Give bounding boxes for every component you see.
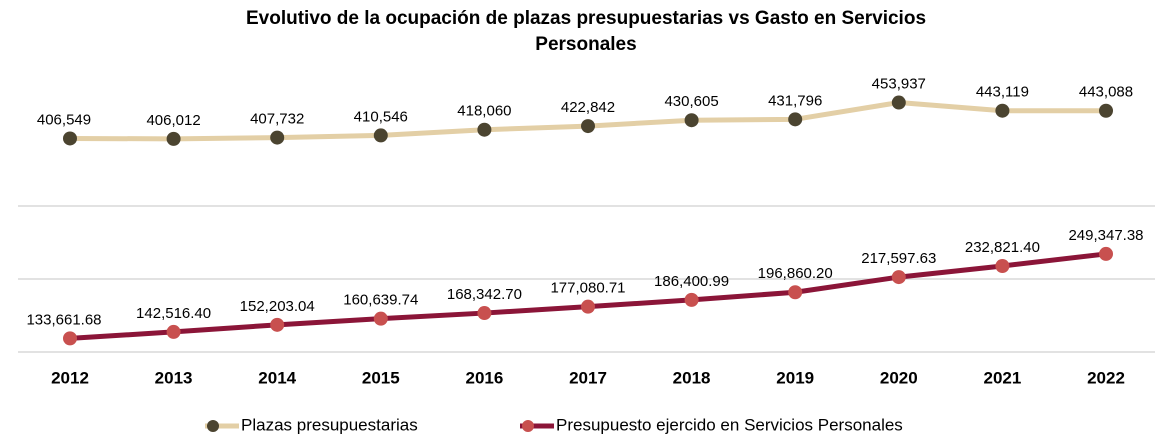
marker	[788, 285, 803, 300]
marker	[581, 299, 595, 314]
data-label: 232,821.40	[965, 239, 1040, 256]
data-label: 406,549	[37, 111, 91, 128]
marker	[373, 128, 388, 143]
x-tick-label: 2022	[1087, 368, 1125, 387]
marker	[166, 131, 181, 146]
marker	[995, 103, 1010, 118]
x-tick-label: 2015	[362, 368, 400, 387]
marker	[63, 331, 77, 346]
data-label: 196,860.20	[758, 265, 833, 282]
chart-title: Personales	[535, 34, 636, 55]
x-tick-label: 2020	[880, 368, 918, 387]
x-tick-label: 2013	[155, 368, 193, 387]
data-label: 406,012	[146, 112, 200, 129]
data-label: 177,080.71	[550, 280, 625, 297]
chart-title: Evolutivo de la ocupación de plazas pres…	[246, 8, 926, 29]
marker	[270, 130, 285, 145]
marker	[891, 95, 906, 110]
marker	[477, 306, 492, 321]
data-label: 443,088	[1079, 84, 1133, 101]
marker	[477, 122, 492, 137]
data-label: 407,732	[250, 111, 304, 128]
data-label: 431,796	[768, 92, 822, 109]
legend-marker	[522, 420, 534, 432]
data-label: 418,060	[457, 103, 511, 120]
x-tick-label: 2016	[465, 368, 503, 387]
data-label: 168,342.70	[447, 286, 522, 303]
marker	[1099, 103, 1113, 118]
marker	[684, 113, 699, 128]
data-label: 160,639.74	[343, 292, 418, 309]
data-label: 186,400.99	[654, 273, 729, 290]
marker	[995, 258, 1010, 273]
data-label: 430,605	[664, 93, 718, 110]
data-label: 422,842	[561, 99, 615, 116]
data-label: 249,347.38	[1068, 227, 1143, 244]
data-label: 217,597.63	[861, 250, 936, 267]
legend-marker	[207, 420, 219, 432]
legend-label: Plazas presupuestarias	[241, 415, 418, 434]
x-tick-label: 2012	[51, 368, 89, 387]
marker	[1099, 246, 1113, 261]
data-label: 133,661.68	[26, 311, 101, 328]
x-tick-label: 2014	[258, 368, 296, 387]
marker	[63, 131, 77, 146]
marker	[373, 311, 388, 326]
marker	[684, 292, 699, 307]
marker	[891, 270, 906, 285]
marker	[788, 112, 803, 127]
data-label: 152,203.04	[240, 298, 315, 315]
marker	[581, 119, 595, 134]
marker	[270, 317, 285, 332]
marker	[166, 324, 181, 339]
x-tick-label: 2018	[673, 368, 711, 387]
data-label: 410,546	[354, 108, 408, 125]
legend-label: Presupuesto ejercido en Servicios Person…	[556, 415, 903, 434]
data-label: 142,516.40	[136, 305, 211, 322]
x-tick-label: 2017	[569, 368, 607, 387]
data-label: 443,119	[976, 84, 1029, 101]
x-tick-label: 2019	[776, 368, 814, 387]
x-tick-label: 2021	[983, 368, 1021, 387]
data-label: 453,937	[872, 75, 926, 92]
